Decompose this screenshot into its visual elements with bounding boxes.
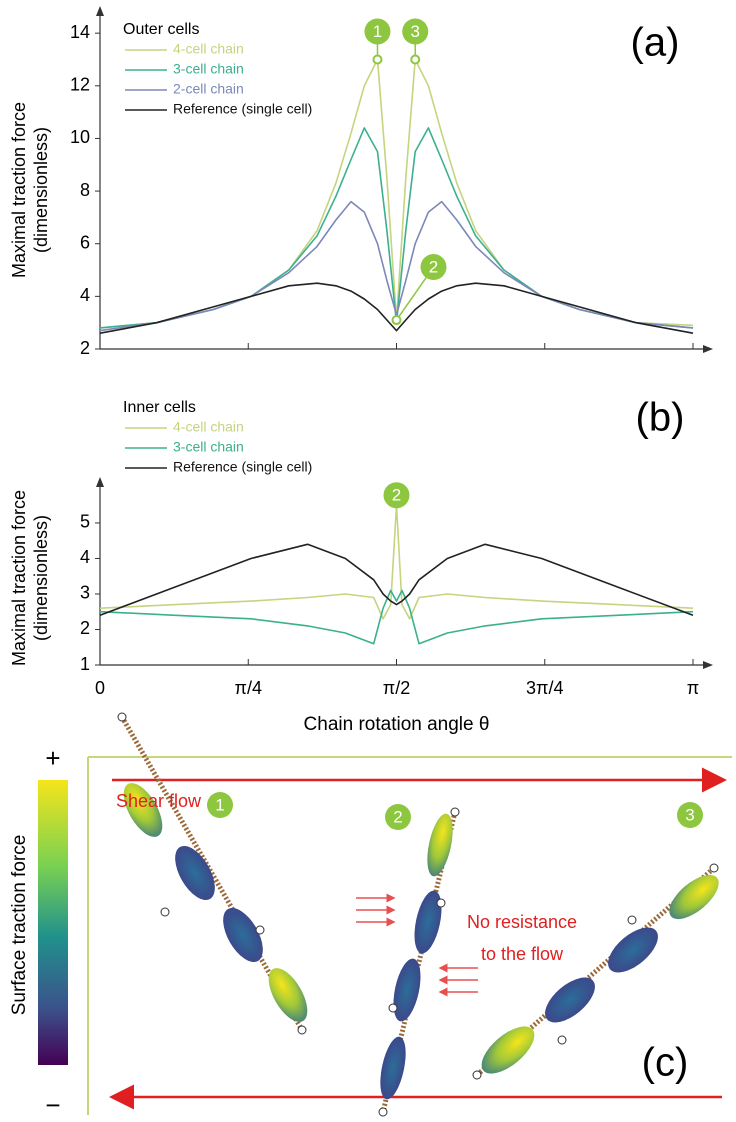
y-tick-label: 12: [70, 75, 90, 95]
note: to the flow: [481, 944, 564, 964]
badge-label: 3: [410, 22, 419, 41]
annotation-point: [391, 315, 402, 326]
y-axis-label: Maximal traction force: [9, 102, 29, 278]
badge-label: 2: [429, 258, 438, 277]
panel-label: (c): [642, 1041, 689, 1085]
y-tick-label: 14: [70, 22, 90, 42]
y-tick-label: 8: [80, 180, 90, 200]
legend-label: 4-cell chain: [173, 419, 244, 435]
badge: [677, 802, 703, 828]
note: No resistance: [467, 912, 577, 932]
legend-label: Reference (single cell): [173, 101, 312, 117]
series-line: [99, 282, 694, 334]
cell-chain: [117, 712, 308, 1035]
x-tick-label: π: [687, 678, 699, 698]
x-tick-label: π/4: [235, 678, 262, 698]
badge-label: 2: [392, 486, 401, 505]
y-tick-label: 4: [80, 285, 90, 305]
y-tick-label: 6: [80, 232, 90, 252]
axis-arrow: [703, 345, 713, 353]
y-axis-label: (dimensionless): [31, 515, 51, 641]
colorbar-min: −: [45, 1090, 60, 1120]
x-tick-label: 0: [95, 678, 105, 698]
legend-label: 2-cell chain: [173, 81, 244, 97]
badge-label: 3: [685, 805, 694, 824]
y-tick-label: 2: [80, 618, 90, 638]
annotation-point: [372, 54, 383, 65]
axis-arrow: [96, 477, 104, 487]
badge: [420, 254, 447, 281]
colorbar-max: +: [45, 743, 60, 773]
badge: [402, 18, 429, 45]
y-tick-label: 4: [80, 547, 90, 567]
legend-label: 3-cell chain: [173, 61, 244, 77]
legend-label: 3-cell chain: [173, 439, 244, 455]
y-tick-label: 2: [80, 338, 90, 358]
badge-label: 2: [393, 807, 402, 826]
axis-arrow: [96, 6, 104, 16]
badge-label: 1: [373, 22, 382, 41]
y-tick-label: 1: [80, 654, 90, 674]
panel-label: (a): [631, 21, 680, 65]
small-arrows: [356, 893, 478, 997]
legend-label: 4-cell chain: [173, 41, 244, 57]
shear-flow-label: Shear flow: [116, 791, 202, 811]
badge: [383, 482, 410, 509]
x-axis-label: Chain rotation angle θ: [304, 714, 490, 735]
badge: [364, 18, 391, 45]
y-axis-label: Maximal traction force: [9, 490, 29, 666]
badge: [207, 792, 233, 818]
cell-chain: [472, 863, 719, 1080]
series-line: [99, 127, 694, 329]
badge-label: 1: [215, 795, 224, 814]
y-axis-label: (dimensionless): [31, 127, 51, 253]
badge: [385, 804, 411, 830]
series-line: [99, 200, 694, 332]
legend-title: Outer cells: [123, 21, 199, 38]
x-tick-label: 3π/4: [526, 678, 563, 698]
legend-title: Inner cells: [123, 399, 196, 416]
y-tick-label: 5: [80, 512, 90, 532]
colorbar-label: Surface traction force: [9, 835, 30, 1016]
panel-label: (b): [636, 396, 685, 440]
colorbar: [38, 780, 68, 1065]
annotation-point: [410, 54, 421, 65]
x-tick-label: π/2: [383, 678, 410, 698]
legend-label: Reference (single cell): [173, 459, 312, 475]
panel-c: + − Surface traction force Shear flow No…: [9, 712, 732, 1120]
y-tick-label: 10: [70, 127, 90, 147]
series-line: [99, 543, 694, 617]
y-tick-label: 3: [80, 583, 90, 603]
series-line: [99, 589, 694, 645]
axis-arrow: [703, 661, 713, 669]
cell-chain: [378, 807, 460, 1117]
